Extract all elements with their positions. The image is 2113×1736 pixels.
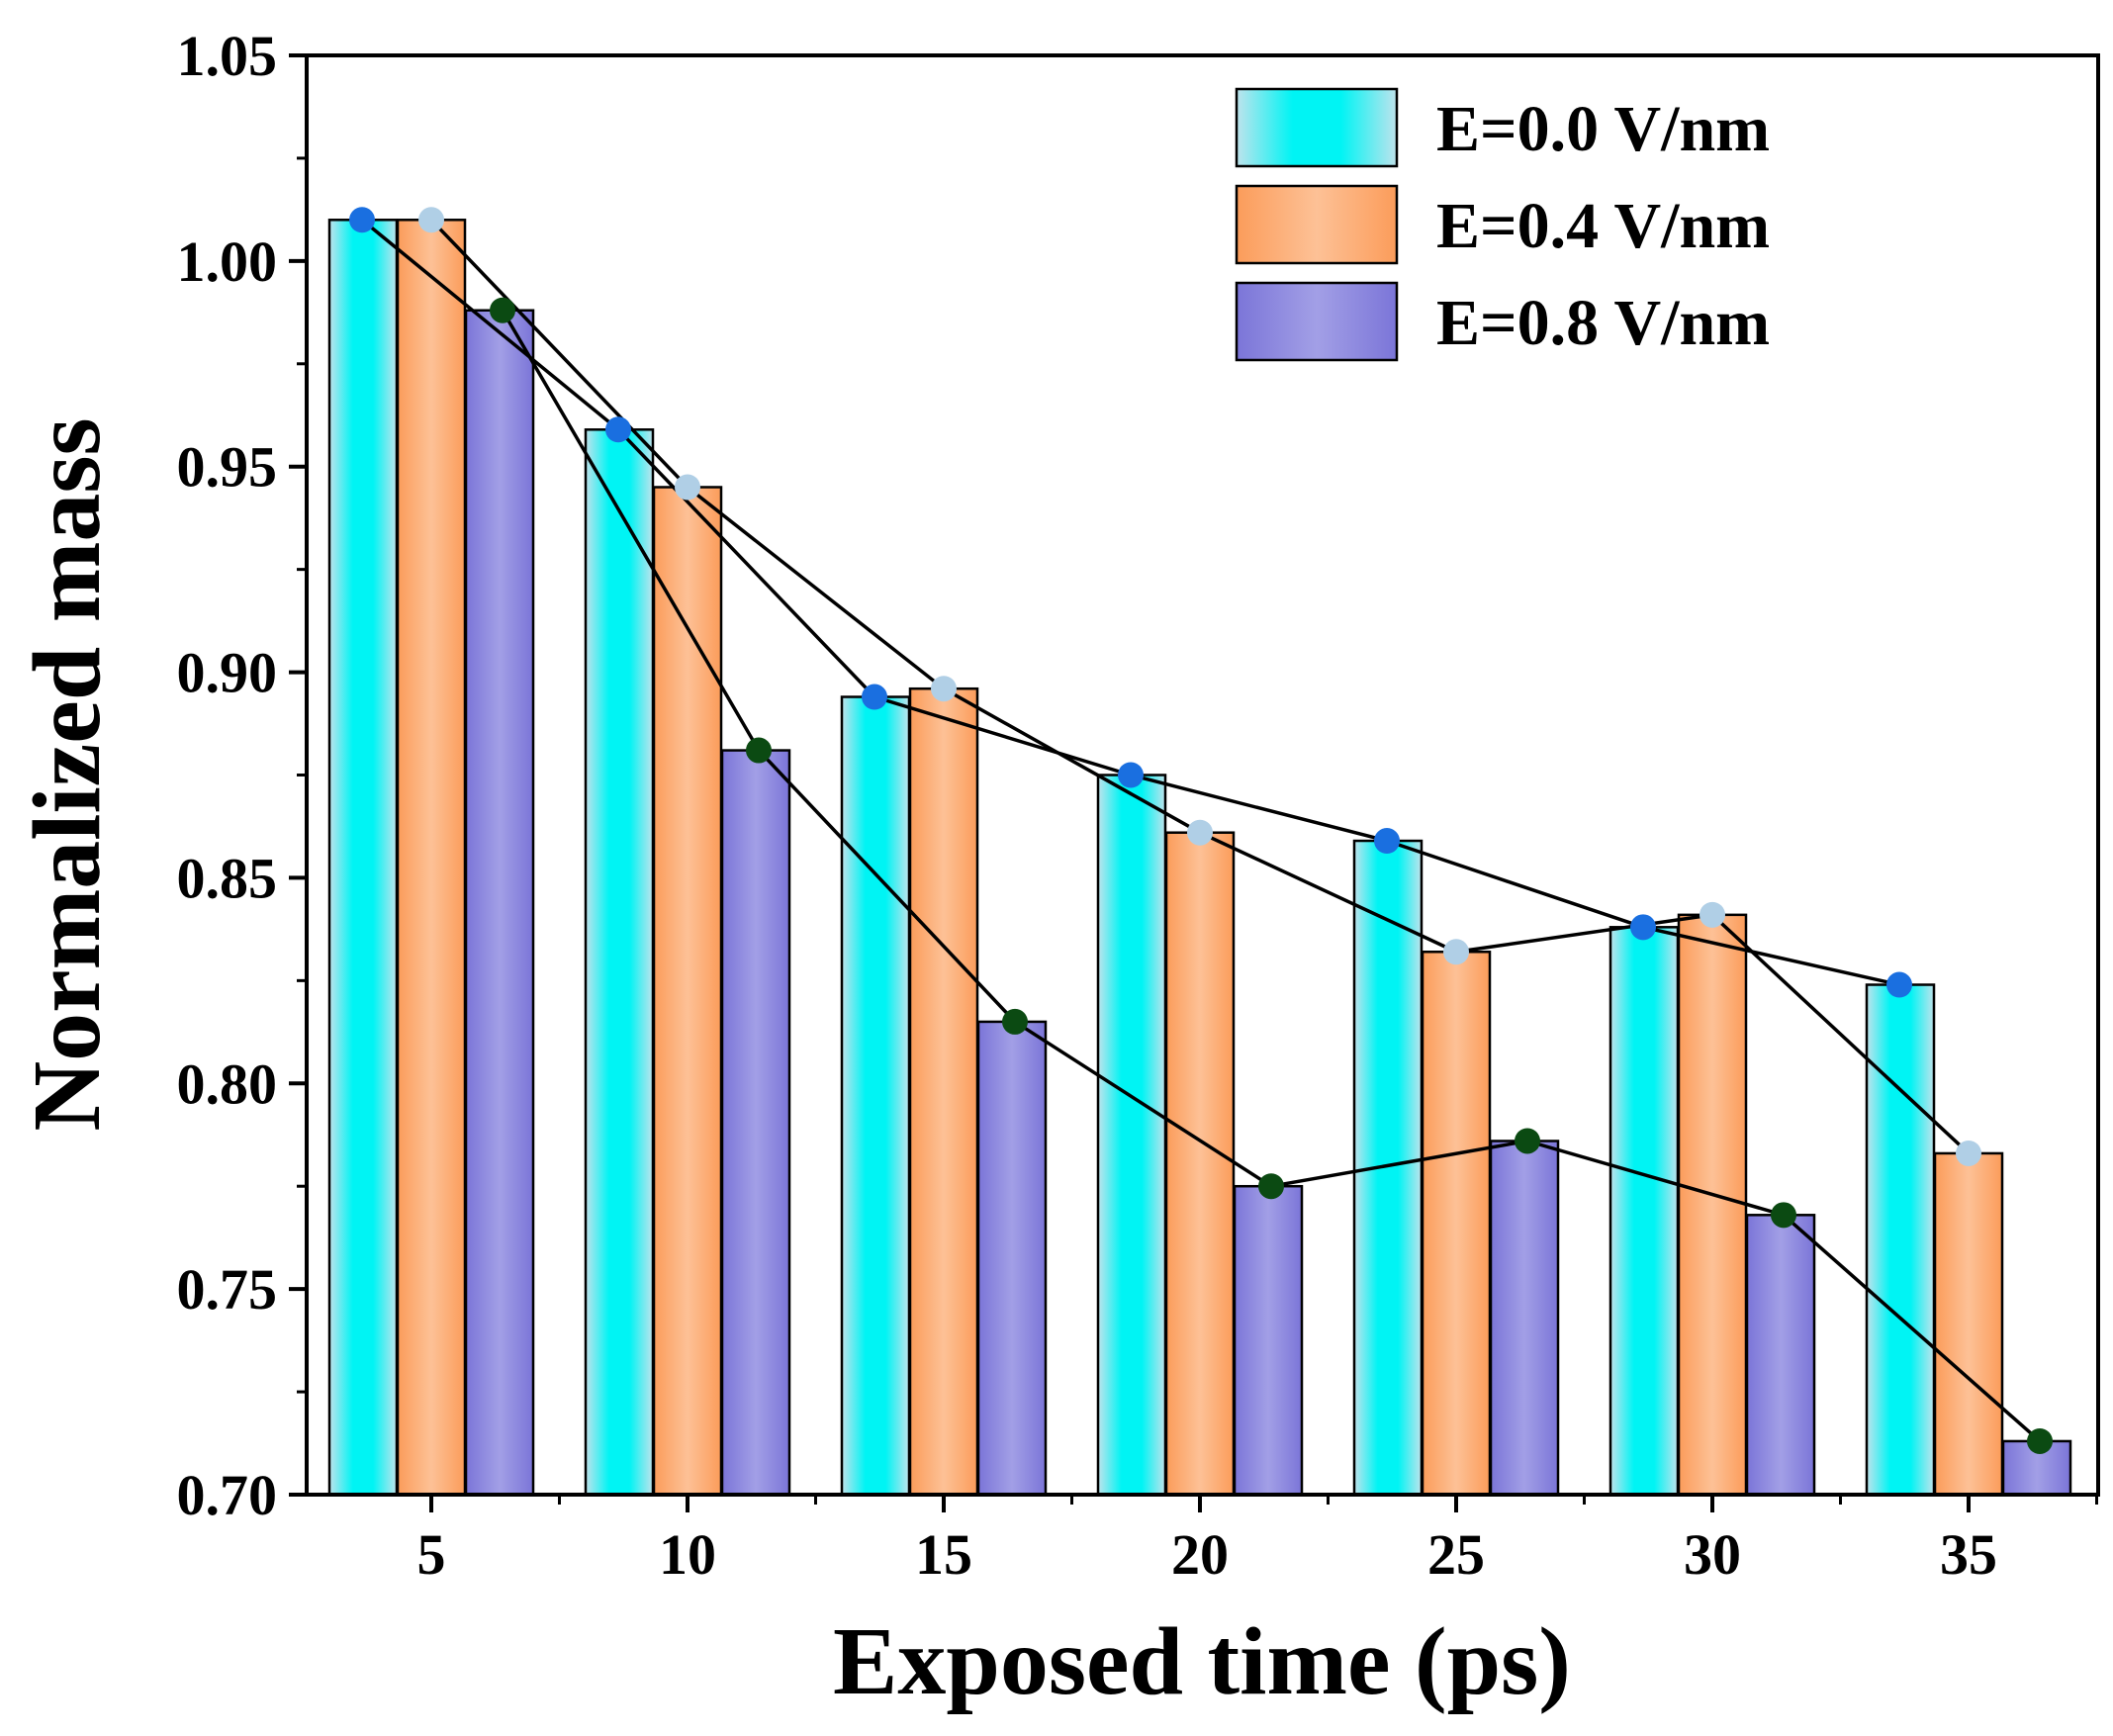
marker-series2-15	[1002, 1008, 1028, 1035]
bar-series1-30	[1677, 913, 1748, 1497]
marker-series0-25	[1374, 828, 1400, 855]
marker-series2-25	[1515, 1128, 1540, 1154]
x-tick-label: 25	[1427, 1522, 1485, 1587]
y-axis-title: Normalized mass	[14, 417, 121, 1131]
bar-series1-35	[1933, 1151, 2004, 1497]
legend: E=0.0 V/nm E=0.4 V/nm E=0.8 V/nm	[1235, 87, 1770, 362]
bar-series0-35	[1865, 983, 1936, 1497]
bar-series2-25	[1489, 1140, 1560, 1497]
marker-series1-15	[931, 676, 957, 702]
marker-series2-35	[2027, 1427, 2053, 1454]
bar-series1-25	[1421, 951, 1492, 1497]
bar-series1-15	[908, 686, 979, 1497]
bar-series0-5	[327, 219, 399, 1497]
bar-series2-30	[1745, 1214, 1816, 1497]
y-tick-label: 0.75	[177, 1257, 278, 1322]
y-tick-label: 0.80	[177, 1051, 278, 1116]
y-tick-label: 0.90	[177, 641, 278, 705]
legend-swatch-1	[1235, 184, 1399, 265]
marker-series0-30	[1630, 914, 1656, 941]
bar-series2-15	[976, 1020, 1048, 1497]
y-tick-label: 1.00	[177, 229, 278, 294]
bar-series0-20	[1096, 774, 1167, 1497]
marker-series0-15	[862, 684, 887, 710]
marker-series2-10	[746, 737, 772, 764]
marker-series0-5	[349, 207, 375, 233]
bar-series0-10	[584, 428, 655, 1497]
bar-series0-25	[1352, 839, 1424, 1497]
marker-series1-10	[675, 474, 700, 501]
marker-series0-10	[605, 416, 631, 443]
bar-series0-15	[840, 695, 911, 1497]
marker-series1-25	[1443, 939, 1469, 965]
x-tick-label: 10	[659, 1522, 716, 1587]
legend-swatch-2	[1235, 281, 1399, 362]
y-tick-label: 0.70	[177, 1463, 278, 1527]
bar-series2-20	[1233, 1184, 1304, 1497]
x-tick-label: 30	[1684, 1522, 1741, 1587]
bar-series0-30	[1608, 926, 1680, 1497]
marker-series0-35	[1886, 971, 1912, 998]
markers-layer	[349, 207, 2053, 1454]
bar-series2-5	[464, 309, 535, 1497]
bar-series1-5	[396, 219, 467, 1497]
marker-series1-30	[1700, 901, 1725, 928]
y-tick-label: 0.95	[177, 435, 278, 500]
y-tick-label: 1.05	[177, 24, 278, 88]
x-axis-title: Exposed time (ps)	[833, 1608, 1571, 1715]
marker-series2-5	[490, 297, 515, 323]
legend-label-1: E=0.4 V/nm	[1436, 190, 1770, 262]
marker-series2-30	[1771, 1202, 1796, 1229]
x-axis: 5 10 15 20 25 30 35	[417, 1495, 2098, 1587]
marker-series1-35	[1956, 1140, 1981, 1166]
marker-series0-20	[1118, 762, 1144, 788]
y-tick-label: 0.85	[177, 846, 278, 910]
marker-series1-20	[1187, 819, 1213, 846]
x-tick-label: 20	[1171, 1522, 1229, 1587]
legend-swatch-0	[1235, 87, 1399, 168]
y-axis: 0.70 0.75 0.80 0.85 0.90 0.95 1.00 1.05	[177, 24, 307, 1527]
x-tick-label: 15	[915, 1522, 972, 1587]
marker-series1-5	[418, 207, 444, 233]
bar-series1-10	[652, 486, 723, 1497]
bars-layer	[327, 219, 2072, 1497]
legend-label-0: E=0.0 V/nm	[1436, 93, 1770, 165]
bar-series1-20	[1164, 831, 1236, 1497]
bar-series2-10	[720, 749, 791, 1497]
x-tick-label: 35	[1940, 1522, 1997, 1587]
legend-label-2: E=0.8 V/nm	[1436, 287, 1770, 359]
marker-series2-20	[1258, 1173, 1284, 1200]
x-tick-label: 5	[417, 1522, 446, 1587]
